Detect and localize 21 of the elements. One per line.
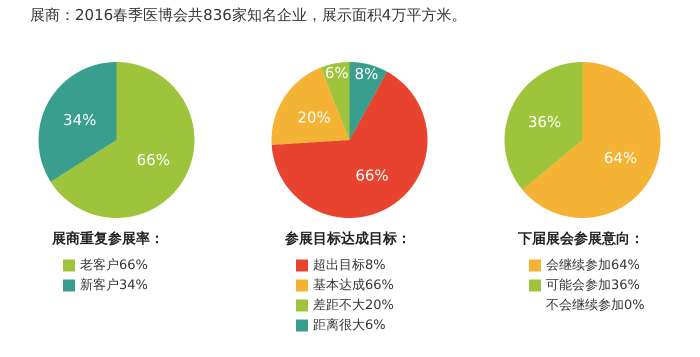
legend-label: 新客户34% bbox=[80, 277, 148, 293]
data-label: 6% bbox=[324, 64, 349, 82]
category-label: 不会继续参加0% bbox=[546, 298, 645, 313]
data-label: 34% bbox=[63, 110, 96, 129]
data-label: 20% bbox=[297, 108, 331, 126]
legend-label: 距离很大6% bbox=[313, 317, 386, 333]
legend-label: 差距不大20% bbox=[313, 298, 394, 313]
data-label: 8% bbox=[354, 65, 378, 84]
data-label: 64% bbox=[604, 148, 638, 167]
legend-title: 下届展会参展意向： bbox=[517, 230, 644, 247]
data-label: 66% bbox=[136, 151, 170, 170]
legend-label: 会继续参加64% bbox=[546, 258, 640, 273]
legend-label: 老客户66% bbox=[80, 257, 148, 273]
legend-label: 可能会参加36% bbox=[546, 278, 640, 293]
text: 展商：2016春季医博会共836家知名企业，展示面积4万平方米。 bbox=[30, 6, 466, 24]
data-label: 36% bbox=[528, 113, 562, 132]
legend-label: 基本达成66% bbox=[313, 278, 394, 293]
data-label: 66% bbox=[355, 166, 389, 184]
legend-label: 超出目标8% bbox=[313, 258, 386, 273]
legend-title: 展商重复参展率： bbox=[51, 230, 164, 247]
legend-title: 参展目标达成目标： bbox=[284, 230, 411, 247]
